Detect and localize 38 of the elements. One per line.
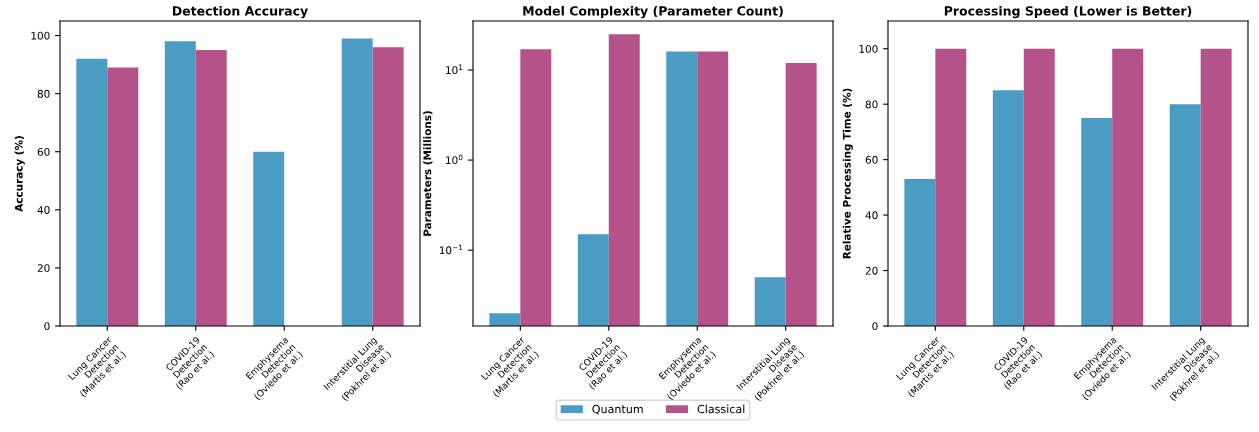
- y-axis-title: Relative Processing Time (%): [842, 88, 853, 259]
- chart-title: Detection Accuracy: [172, 5, 308, 19]
- y-tick-label: 100: [859, 44, 878, 53]
- bar: [195, 50, 227, 326]
- bar: [1112, 48, 1144, 326]
- y-tick-label: 20: [865, 266, 878, 275]
- y-tick-label: 0: [44, 322, 50, 331]
- y-tick-label: 60: [37, 147, 50, 156]
- y-tick-label: 20: [37, 264, 50, 273]
- bar: [1200, 48, 1232, 326]
- y-axis-title: Accuracy (%): [14, 136, 25, 212]
- bar: [1023, 48, 1055, 326]
- bar: [1169, 104, 1201, 326]
- bar: [935, 48, 967, 326]
- y-tick-label: 60: [865, 155, 878, 164]
- legend-label: Quantum: [592, 404, 643, 415]
- legend-label: Classical: [697, 404, 745, 414]
- bar: [992, 90, 1024, 326]
- y-tick-label: 10$^{1}$: [446, 64, 463, 75]
- bar: [1081, 118, 1113, 326]
- bar: [904, 179, 936, 326]
- bar: [253, 151, 285, 326]
- bar: [164, 41, 196, 326]
- bar: [107, 67, 139, 326]
- bar: [372, 47, 404, 326]
- y-tick-label: 80: [37, 89, 50, 98]
- bar: [341, 38, 373, 326]
- y-tick-label: 80: [865, 100, 878, 109]
- bar: [76, 58, 108, 326]
- chart-title: Processing Speed (Lower is Better): [944, 5, 1192, 19]
- y-tick-label: 100: [31, 31, 50, 40]
- y-tick-label: 0: [872, 322, 878, 331]
- y-tick-label: 40: [865, 211, 878, 220]
- y-tick-label: 10$^{−1}$: [439, 244, 463, 255]
- chart-title: Model Complexity (Parameter Count): [523, 5, 783, 19]
- y-axis-title: Parameters (Millions): [423, 111, 433, 236]
- y-tick-label: 10$^{0}$: [446, 154, 463, 165]
- y-tick-label: 40: [37, 206, 50, 214]
